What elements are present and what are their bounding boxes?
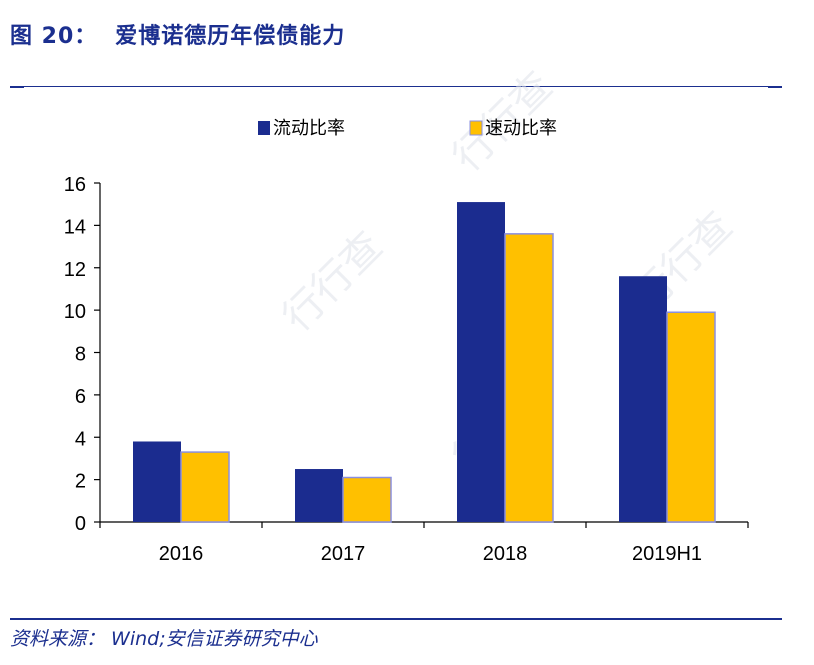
figure-title: 图 20： 爱博诺德历年偿债能力 (10, 18, 345, 50)
top-rule-left-cap (10, 86, 24, 88)
bar-current-ratio (619, 276, 667, 522)
y-tick-label: 14 (64, 216, 86, 238)
bar-quick-ratio (180, 451, 230, 523)
x-tick-label: 2017 (321, 543, 366, 565)
y-tick-label: 0 (75, 513, 86, 535)
bar-chart: 流动比率 速动比率 0 2 4 6 8 10 12 14 16 2016 2017 2018 2019H1 (64, 118, 749, 565)
y-tick-label: 8 (75, 344, 86, 366)
bar-current-ratio (295, 469, 343, 522)
bar-current-ratio (133, 441, 181, 522)
x-tick-label: 2016 (159, 543, 204, 565)
figure-number: 图 20： (10, 24, 98, 49)
figure-title-text: 爱博诺德历年偿债能力 (115, 24, 346, 49)
bar-quick-ratio (342, 476, 392, 523)
legend-label: 流动比率 (273, 118, 345, 139)
y-tick-label: 6 (75, 386, 86, 408)
y-tick-label: 16 (64, 174, 86, 196)
y-tick-label: 12 (64, 259, 86, 281)
y-tick-label: 2 (75, 471, 86, 493)
legend-label: 速动比率 (485, 118, 557, 139)
x-tick-label: 2019H1 (632, 543, 702, 565)
source-note: 资料来源： Wind;安信证券研究中心 (10, 628, 318, 650)
bar-current-ratio (457, 202, 505, 522)
x-tick-label: 2018 (483, 543, 528, 565)
bar-quick-ratio (666, 311, 716, 523)
bottom-rule (10, 618, 782, 620)
y-tick-label: 4 (75, 428, 86, 450)
top-rule (10, 86, 782, 87)
legend-swatch (469, 120, 483, 136)
legend-swatch (258, 121, 270, 135)
top-rule-right-cap (768, 86, 782, 88)
bar-quick-ratio (504, 233, 554, 523)
y-tick-label: 10 (64, 301, 86, 323)
